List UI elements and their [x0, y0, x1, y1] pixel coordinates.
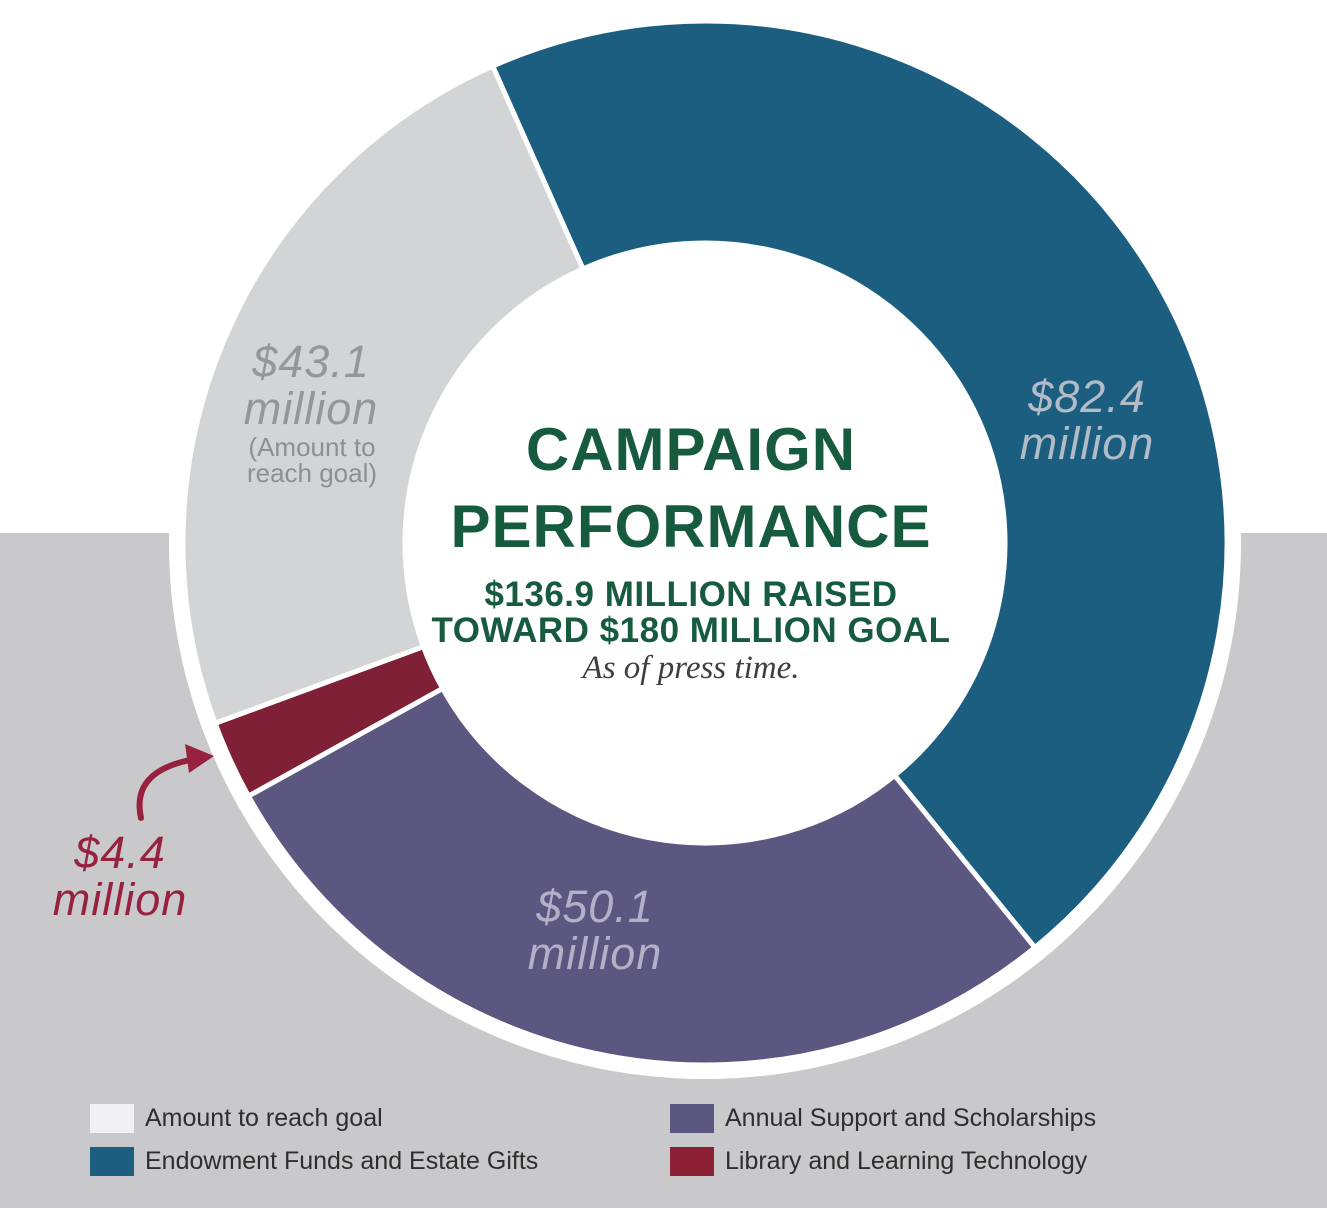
legend-label: Library and Learning Technology: [725, 1147, 1088, 1175]
chart-subtitle-line2: TOWARD $180 MILLION GOAL: [431, 611, 951, 650]
legend-item-endowment-funds: Endowment Funds and Estate Gifts: [90, 1147, 538, 1176]
chart-title-line1: CAMPAIGN: [525, 416, 857, 483]
legend-swatch-endowment-funds: [90, 1147, 134, 1176]
label-library-value: $4.4 million: [52, 827, 188, 925]
legend-label: Amount to reach goal: [145, 1104, 383, 1132]
legend-label: Endowment Funds and Estate Gifts: [145, 1147, 539, 1175]
label-remaining-value: $43.1 million: [243, 336, 379, 434]
donut-segment-annual-support-and-scholarships: [245, 685, 1039, 1068]
label-annual-value: $50.1 million: [527, 881, 663, 979]
donut-segment-amount-to-reach-goal: [180, 62, 587, 727]
donut-segment-endowment-funds-and-estate-gifts: [489, 18, 1230, 952]
legend-swatch-annual-support: [670, 1104, 714, 1133]
label-remaining-note: (Amount to reach goal): [246, 432, 378, 488]
donut-segments: [180, 18, 1230, 1068]
chart-note: As of press time.: [582, 650, 800, 686]
chart-title-line2: PERFORMANCE: [450, 493, 932, 560]
legend-swatch-library-technology: [670, 1147, 714, 1176]
legend-item-annual-support: Annual Support and Scholarships: [670, 1104, 1096, 1133]
legend-swatch-amount-to-reach-goal: [90, 1104, 134, 1133]
legend-item-amount-to-reach-goal: Amount to reach goal: [90, 1104, 383, 1133]
chart-subtitle-line1: $136.9 MILLION RAISED: [484, 575, 898, 614]
curved-arrow-icon: [136, 744, 214, 821]
label-endowment-value: $82.4 million: [1019, 371, 1155, 469]
legend-item-library-technology: Library and Learning Technology: [670, 1147, 1087, 1176]
legend-label: Annual Support and Scholarships: [725, 1104, 1097, 1132]
